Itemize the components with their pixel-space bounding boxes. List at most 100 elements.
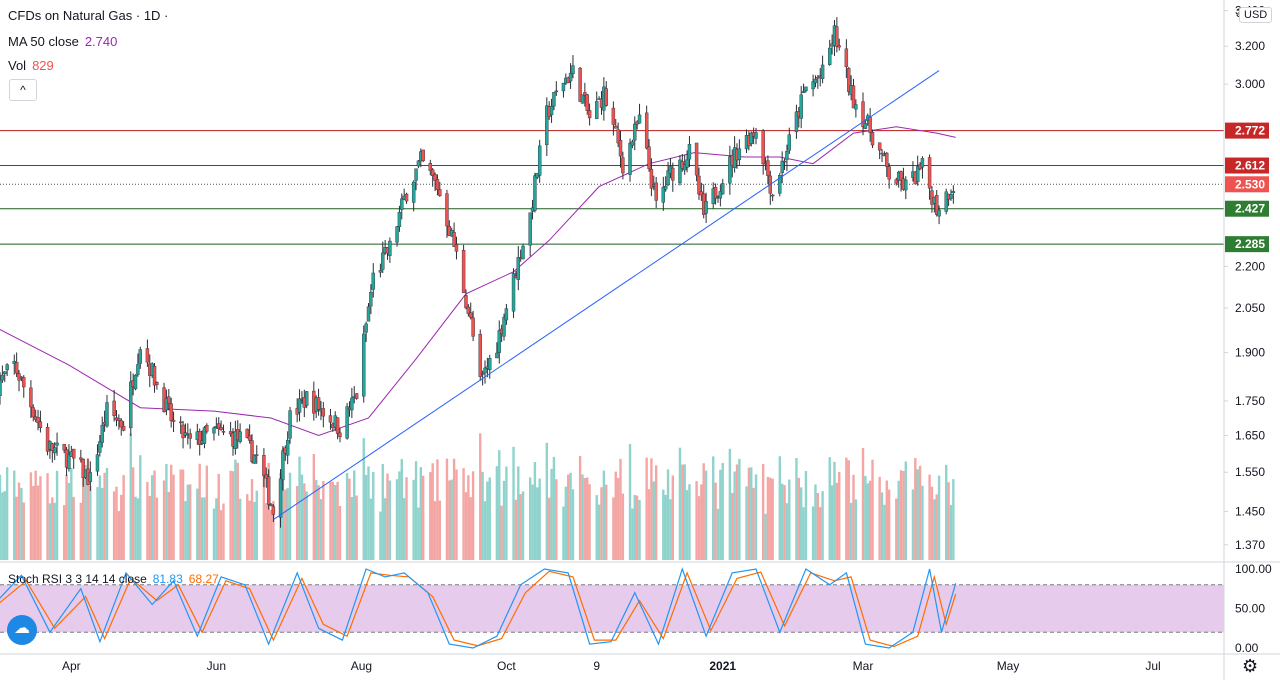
candle-body <box>502 316 506 337</box>
volume-bar <box>362 438 365 560</box>
candle-body <box>568 72 573 82</box>
volume-bar <box>115 486 118 560</box>
candle-body <box>787 134 792 151</box>
volume-bar <box>766 476 770 560</box>
volume-bar <box>647 489 651 560</box>
collapse-legend-button[interactable]: ^ <box>9 79 37 101</box>
ma-label[interactable]: MA 50 close <box>8 34 79 49</box>
volume-bar <box>719 469 722 560</box>
currency-button[interactable]: USD <box>1239 7 1273 23</box>
volume-bar <box>198 463 201 560</box>
volume-bar <box>797 477 801 560</box>
volume-bar <box>46 473 49 560</box>
volume-bar <box>98 475 102 560</box>
volume-bar <box>188 484 192 560</box>
candle-body <box>212 427 216 434</box>
candle-body <box>880 152 884 155</box>
vol-label[interactable]: Vol <box>8 58 27 73</box>
candle-body <box>511 273 516 312</box>
volume-bar <box>148 495 151 560</box>
volume-bar <box>136 498 140 560</box>
candle-body <box>737 148 742 160</box>
volume-bar <box>417 507 420 560</box>
volume-bar <box>0 474 2 560</box>
candle-body <box>466 306 471 314</box>
candle-body <box>105 402 109 427</box>
candle-body <box>618 140 623 157</box>
volume-bar <box>945 464 948 560</box>
candle-body <box>129 381 133 429</box>
candle-body <box>5 364 9 371</box>
candle-body <box>614 125 618 129</box>
candle-body <box>247 435 252 441</box>
volume-bar <box>84 464 87 560</box>
candle-body <box>794 111 799 133</box>
volume-bar <box>286 487 289 560</box>
price-tag <box>1225 200 1269 217</box>
volume-bar <box>372 472 375 560</box>
volume-bar <box>348 478 351 560</box>
volume-bar <box>804 471 808 560</box>
volume-bar <box>421 475 425 560</box>
candle-body <box>951 191 956 193</box>
candle-body <box>271 506 276 515</box>
candle-body <box>766 160 770 176</box>
gear-icon[interactable]: ⚙ <box>1242 656 1259 676</box>
volume-bar <box>514 499 518 560</box>
candle-body <box>516 257 520 280</box>
candle-body <box>770 194 775 197</box>
candle-body <box>38 421 43 429</box>
tradingview-logo-icon[interactable]: ☁ <box>7 615 37 645</box>
ma50-line <box>0 126 956 437</box>
volume-bar <box>181 469 185 560</box>
candle-body <box>404 193 409 202</box>
candle-body <box>181 424 185 439</box>
candle-body <box>29 387 33 408</box>
candle-body <box>452 232 456 247</box>
candle-body <box>121 425 126 431</box>
candle-body <box>430 169 435 176</box>
candle-body <box>169 403 173 422</box>
volume-bar <box>904 461 908 560</box>
candle-body <box>136 364 140 375</box>
price-tick-label: 2.200 <box>1235 259 1265 273</box>
candle-body <box>854 104 858 110</box>
candle-body <box>269 504 273 506</box>
ma-value: 2.740 <box>84 34 118 49</box>
price-tick-label: 1.550 <box>1235 465 1265 479</box>
volume-bar <box>253 501 256 560</box>
volume-bar <box>314 479 318 560</box>
candle-body <box>704 201 708 214</box>
candle-body <box>428 162 433 171</box>
volume-bar <box>681 464 684 560</box>
volume-bar <box>120 494 123 560</box>
volume-bar <box>502 480 506 560</box>
volume-bar <box>48 503 52 560</box>
candle-body <box>837 45 841 48</box>
volume-bar <box>769 477 772 560</box>
price-tag <box>1225 236 1269 253</box>
price-tick-label: 3.000 <box>1235 77 1265 91</box>
volume-bar <box>236 462 239 560</box>
candle-body <box>400 198 404 210</box>
volume-bar <box>666 469 670 560</box>
volume-bar <box>229 470 232 560</box>
volume-bar <box>386 473 389 560</box>
volume-bar <box>880 492 884 560</box>
candle-body <box>628 142 632 175</box>
volume-bar <box>319 499 323 560</box>
volume-bar <box>785 503 789 560</box>
candle-body <box>944 191 948 212</box>
symbol-title[interactable]: CFDs on Natural Gas · 1D · <box>8 8 169 23</box>
volume-bar <box>334 484 337 560</box>
candle-body <box>828 47 832 65</box>
candle-body <box>585 94 589 111</box>
volume-bar <box>887 489 891 560</box>
stoch-label[interactable]: Stoch RSI 3 3 14 14 close <box>8 572 147 586</box>
price-tag <box>1225 176 1269 193</box>
volume-bar <box>329 481 332 560</box>
volume-bar <box>685 490 689 560</box>
volume-bar <box>62 505 66 560</box>
volume-bar <box>533 462 537 560</box>
